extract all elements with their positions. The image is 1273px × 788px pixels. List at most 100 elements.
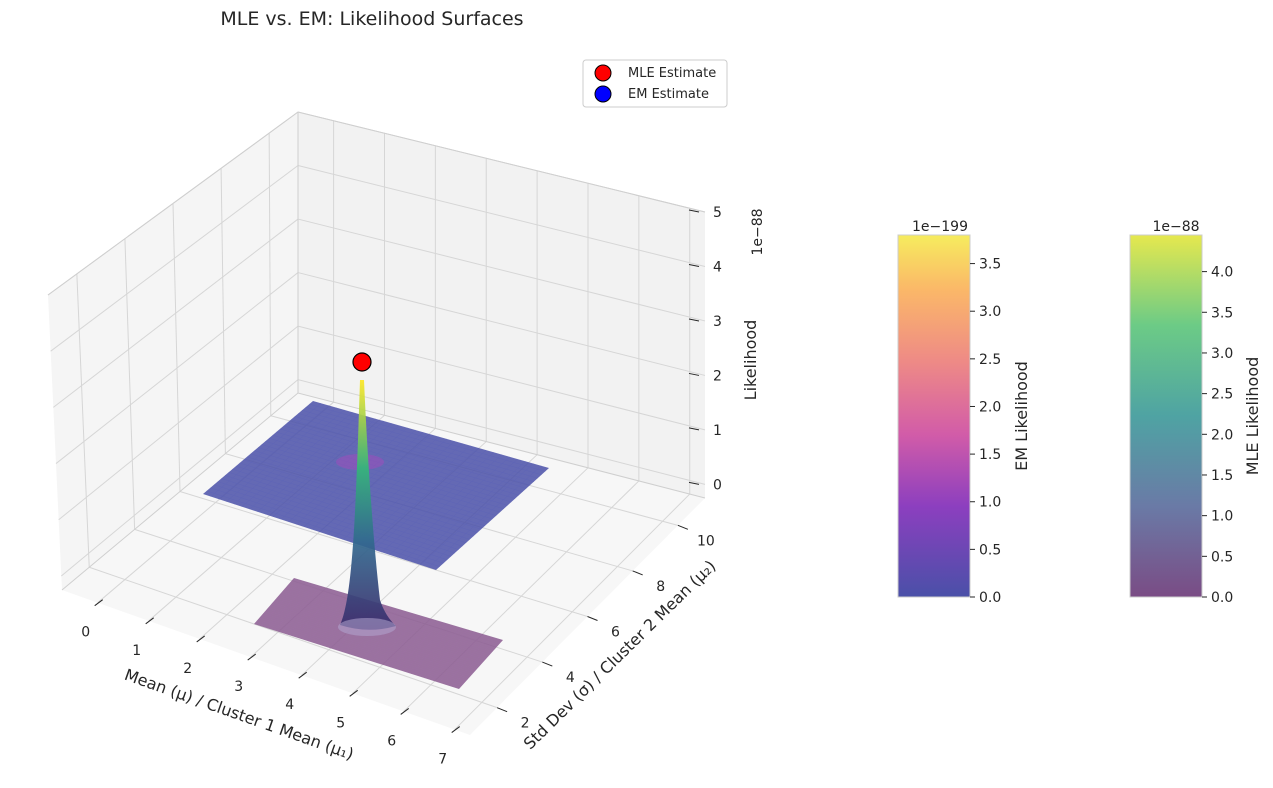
x-tick-label: 7 — [438, 752, 447, 768]
z-tick — [688, 481, 700, 485]
colorbar-tick-label: 1.5 — [1211, 468, 1233, 484]
colorbar-tick-label: 0.5 — [979, 542, 1001, 558]
x-tick — [247, 653, 256, 661]
chart-title: MLE vs. EM: Likelihood Surfaces — [220, 8, 523, 30]
y-tick — [677, 524, 689, 530]
z-tick — [688, 318, 700, 322]
colorbar-tick-label: 3.0 — [1211, 346, 1233, 362]
colorbar-tick-label: 1.0 — [979, 495, 1001, 511]
z-tick — [688, 209, 700, 213]
z-tick — [688, 263, 700, 267]
colorbar-mle-offset: 1e−88 — [1152, 219, 1199, 235]
x-tick-label: 6 — [387, 733, 396, 749]
z-tick-label: 1 — [713, 423, 722, 439]
y-gridline — [89, 566, 498, 709]
x-tick — [451, 726, 461, 733]
x-tick-label: 0 — [81, 625, 90, 641]
colorbar-tick-label: 1.0 — [1211, 509, 1233, 525]
mesh-line — [420, 463, 534, 566]
y-tick — [632, 570, 643, 576]
colorbar-tick-label: 2.5 — [979, 352, 1001, 368]
mesh-line — [404, 458, 518, 561]
z-gridline-left — [55, 272, 299, 464]
colorbar-em-gradient — [897, 234, 971, 598]
legend-box — [582, 59, 728, 108]
colorbar-em-offset: 1e−199 — [912, 219, 968, 235]
legend: MLE Estimate EM Estimate — [582, 59, 728, 108]
colorbar-tick-label: 0.0 — [1211, 590, 1233, 606]
colorbar-mle: 1e−88 0.0 0.5 1.0 1.5 2.0 2.5 3.0 3.5 4.0 MLE Li… — [1129, 219, 1262, 606]
legend-em-label: EM Estimate — [628, 87, 709, 102]
mesh-line — [289, 582, 499, 646]
mesh-line — [309, 403, 546, 472]
mesh-line — [397, 456, 510, 558]
colorbar-tick-label: 3.5 — [979, 257, 1001, 273]
x-tick-label: 1 — [132, 643, 141, 659]
mle-likelihood-peak — [340, 380, 396, 630]
x-tick-label: 4 — [285, 697, 294, 713]
colorbar-tick-label: 1.5 — [979, 447, 1001, 463]
mesh-line — [431, 631, 476, 681]
z-axis: 0 1 2 3 4 5 — [688, 205, 722, 493]
z-tick-label: 0 — [713, 477, 722, 493]
colorbar-em: 1e−199 0.0 0.5 1.0 1.5 2.0 2.5 3.0 3.5 EM Likel… — [897, 219, 1031, 606]
y-tick-label: 4 — [566, 670, 575, 686]
pane-left — [48, 112, 298, 590]
mesh-line — [428, 465, 542, 568]
legend-mle-label: MLE Estimate — [628, 66, 716, 81]
x-tick — [400, 708, 410, 715]
x-tick — [145, 617, 154, 625]
mesh-line — [305, 406, 542, 476]
mesh-line — [424, 629, 469, 679]
mesh-line — [292, 579, 502, 642]
mesh-line — [291, 580, 501, 644]
mesh-line — [298, 413, 535, 482]
legend-em-marker — [594, 85, 612, 103]
colorbar-tick-label: 3.5 — [1211, 305, 1233, 321]
y-wall-gridline — [268, 133, 272, 416]
z-gridline-left — [58, 325, 299, 521]
z-tick-label: 4 — [713, 259, 722, 275]
mesh-line — [452, 637, 497, 687]
z-tick — [688, 372, 700, 376]
y-wall-gridline — [124, 238, 136, 530]
mesh-line — [412, 461, 526, 563]
x-tick — [196, 635, 205, 643]
colorbar-em-label: EM Likelihood — [1012, 361, 1031, 471]
y-wall-gridline — [172, 203, 181, 492]
y-tick — [542, 661, 553, 667]
z-axis-label: Likelihood — [741, 320, 760, 401]
colorbar-mle-label: MLE Likelihood — [1243, 357, 1262, 476]
mesh-line — [288, 583, 498, 647]
z-gridline-back — [297, 272, 706, 376]
y-tick-label: 2 — [521, 716, 530, 732]
colorbar-tick-label: 2.5 — [1211, 387, 1233, 403]
colorbar-tick-label: 4.0 — [1211, 265, 1233, 281]
x-tick — [94, 599, 103, 607]
colorbar-mle-gradient — [1129, 234, 1203, 598]
colorbar-tick-label: 2.0 — [1211, 427, 1233, 443]
z-gridline-left — [50, 165, 299, 352]
z-gridline-back — [297, 379, 706, 485]
x-tick — [349, 689, 359, 697]
y-wall-gridline — [76, 273, 90, 568]
y-tick-label: 6 — [611, 625, 620, 641]
z-tick-label: 3 — [713, 314, 722, 330]
em-surface — [203, 401, 549, 570]
colorbar-tick-label: 3.0 — [979, 304, 1001, 320]
mle-estimate-marker[interactable] — [352, 352, 372, 372]
x-tick-label: 5 — [336, 715, 345, 731]
x-tick — [298, 671, 308, 679]
z-axis-offset: 1e−88 — [750, 208, 766, 255]
mle-peak-base — [338, 618, 396, 636]
pane-edges — [47, 111, 706, 591]
mesh-line — [438, 633, 483, 683]
z-tick-label: 5 — [713, 205, 722, 221]
z-gridline-back — [297, 325, 706, 431]
pane-back — [298, 112, 705, 498]
x-tick-label: 3 — [234, 679, 243, 695]
y-tick-label: 10 — [697, 533, 715, 549]
x-tick-label: 2 — [183, 661, 192, 677]
legend-mle-marker — [594, 64, 612, 82]
